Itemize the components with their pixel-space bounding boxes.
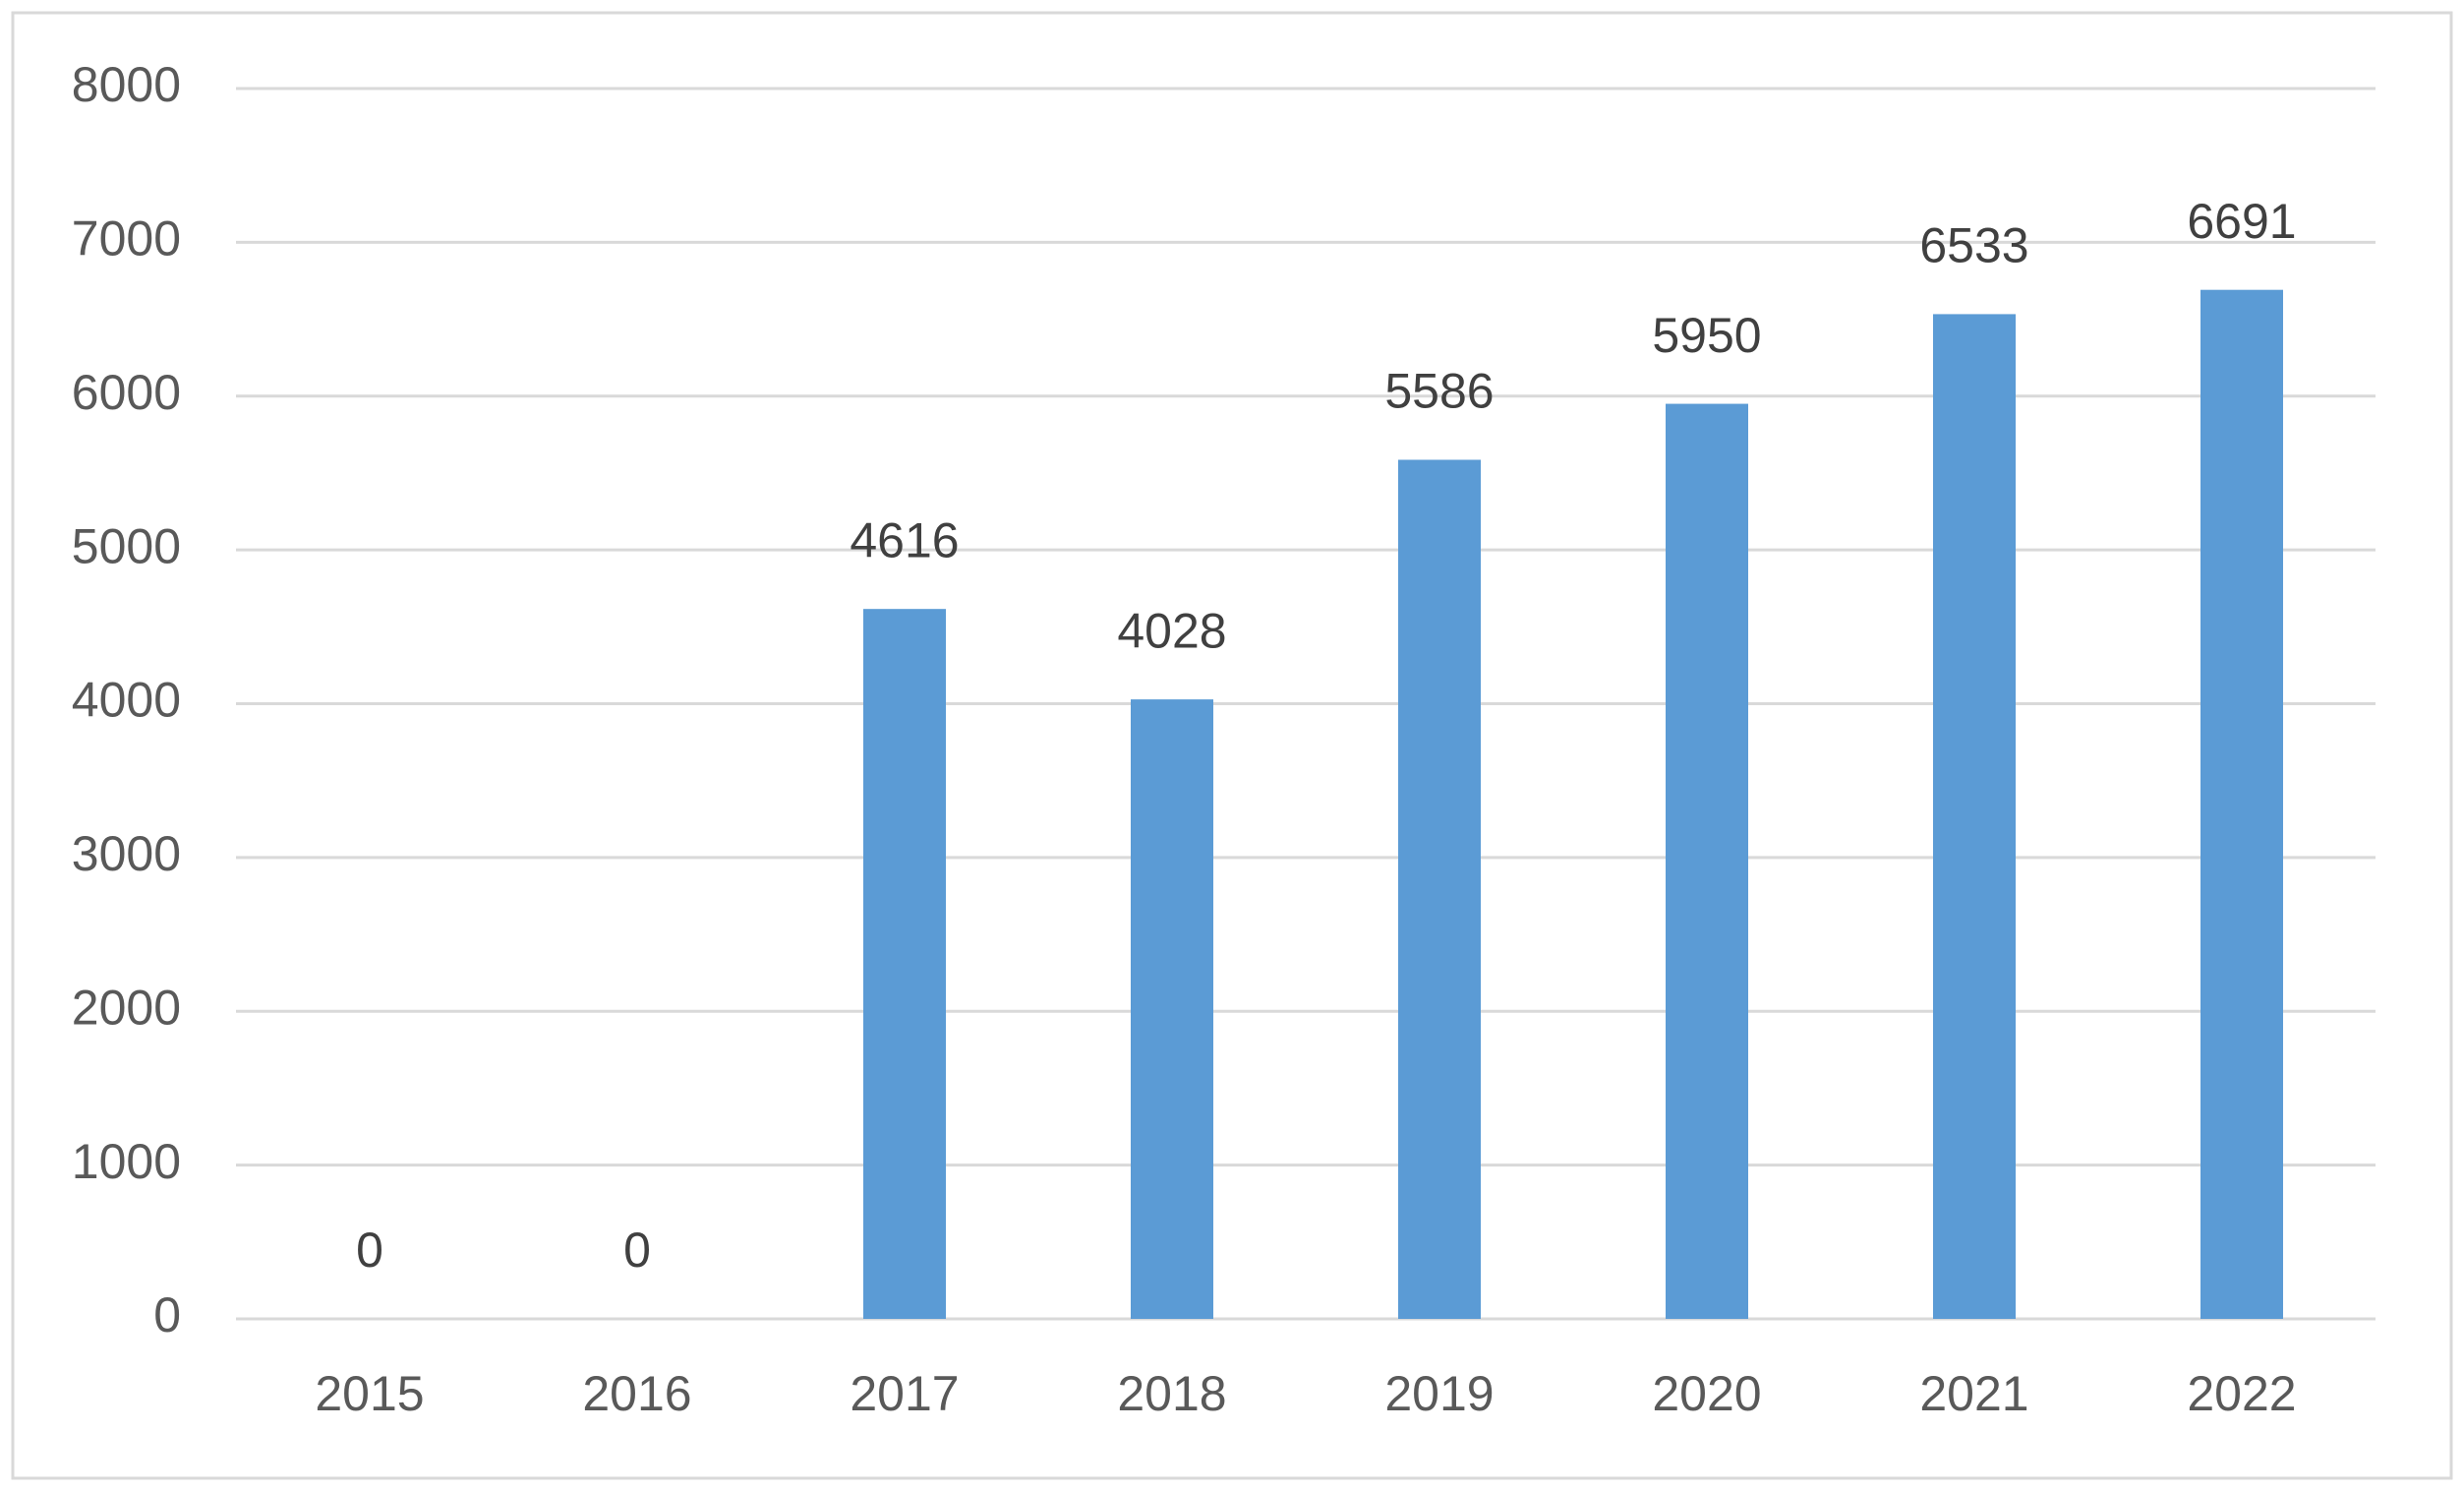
bar bbox=[1933, 314, 2016, 1320]
y-tick-label: 1000 bbox=[72, 1134, 181, 1189]
y-tick-label: 5000 bbox=[72, 518, 181, 573]
bar bbox=[2200, 289, 2283, 1320]
data-label: 6691 bbox=[2187, 194, 2296, 249]
bar bbox=[1131, 699, 1213, 1319]
data-label: 5586 bbox=[1384, 364, 1494, 419]
data-label: 0 bbox=[623, 1223, 651, 1278]
x-tick-label: 2019 bbox=[1384, 1366, 1494, 1421]
x-tick-label: 2016 bbox=[582, 1366, 691, 1421]
x-tick-label: 2015 bbox=[315, 1366, 424, 1421]
data-label: 4616 bbox=[850, 512, 959, 567]
y-tick-label: 3000 bbox=[72, 826, 181, 881]
bar bbox=[863, 609, 946, 1319]
data-label: 5950 bbox=[1652, 308, 1761, 363]
x-tick-label: 2021 bbox=[1919, 1366, 2028, 1421]
y-tick-label: 7000 bbox=[72, 211, 181, 267]
x-tick-label: 2022 bbox=[2187, 1366, 2296, 1421]
data-label: 6533 bbox=[1919, 218, 2028, 273]
x-tick-label: 2020 bbox=[1652, 1366, 1761, 1421]
y-tick-label: 2000 bbox=[72, 980, 181, 1035]
y-tick-label: 4000 bbox=[72, 673, 181, 728]
x-tick-label: 2018 bbox=[1117, 1366, 1226, 1421]
x-tick-label: 2017 bbox=[850, 1366, 959, 1421]
chart-border bbox=[11, 11, 2453, 1480]
data-label: 0 bbox=[356, 1223, 383, 1278]
y-tick-label: 6000 bbox=[72, 365, 181, 420]
y-tick-label: 8000 bbox=[72, 57, 181, 112]
y-tick-label: 0 bbox=[153, 1287, 181, 1342]
bar bbox=[1666, 403, 1748, 1320]
bar bbox=[1398, 459, 1481, 1319]
data-label: 4028 bbox=[1117, 603, 1226, 658]
